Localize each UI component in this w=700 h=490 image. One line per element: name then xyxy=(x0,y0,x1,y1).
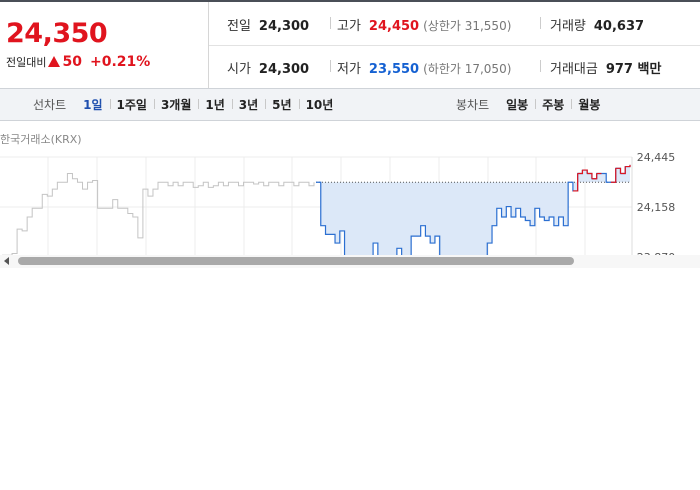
change-value: 50 xyxy=(62,54,82,70)
above-reference-segment xyxy=(620,166,626,175)
change-label: 전일대비 xyxy=(6,56,47,69)
tab-3year[interactable]: 3년 xyxy=(231,96,265,113)
line-chart-tabs: 선차트 1일 1주일 3개월 1년 3년 5년 10년 xyxy=(33,89,340,120)
top-border xyxy=(0,0,700,2)
prev-close: 전일 24,300 xyxy=(227,19,310,34)
up-triangle-icon xyxy=(48,56,61,67)
intraday-chart: 24,445 24,158 23,870 xyxy=(0,150,700,258)
above-reference-segment xyxy=(625,164,631,168)
tab-5year[interactable]: 5년 xyxy=(265,96,298,113)
candle-chart-title: 봉차트 xyxy=(456,98,490,112)
current-price: 24,350 xyxy=(6,18,108,49)
info-row-1: 전일 24,300 고가 24,450 (상한가 31,550) 거래량 40,637 xyxy=(209,2,700,46)
y-tick-label: 24,445 xyxy=(637,151,676,164)
tab-daily-candle[interactable]: 일봉 xyxy=(506,98,529,112)
above-reference-segment xyxy=(591,173,598,180)
info-row-2: 시가 24,300 저가 23,550 (하한가 17,050) 거래대금 977 백만 xyxy=(209,45,700,88)
above-reference-segment xyxy=(615,167,622,174)
current-day-area xyxy=(316,164,630,257)
tab-1week[interactable]: 1주일 xyxy=(109,96,154,113)
scrollbar-thumb[interactable] xyxy=(18,257,574,265)
tab-weekly-candle[interactable]: 주봉 xyxy=(535,96,571,113)
chart-scrollbar[interactable] xyxy=(0,255,700,268)
scroll-left-arrow-icon[interactable] xyxy=(4,257,9,265)
above-reference-segment xyxy=(587,172,593,179)
chart-tab-bar: 선차트 1일 1주일 3개월 1년 3년 5년 10년 봉차트 일봉 주봉 월봉 xyxy=(0,88,700,121)
open-price: 시가 24,300 xyxy=(227,62,310,77)
tab-3month[interactable]: 3개월 xyxy=(153,96,198,113)
high-price: 고가 24,450 (상한가 31,550) xyxy=(337,19,512,34)
price-summary: 24,350 전일대비 50 +0.21% xyxy=(0,2,209,88)
tab-10year[interactable]: 10년 xyxy=(298,96,341,113)
trade-amount: 거래대금 977 백만 xyxy=(550,62,662,77)
price-change: 전일대비 50 +0.21% xyxy=(6,54,150,70)
y-tick-label: 24,158 xyxy=(637,201,676,214)
y-tick-label: 23,870 xyxy=(637,251,676,258)
chart-svg: 24,445 24,158 23,870 xyxy=(0,151,676,258)
above-reference-segment xyxy=(610,168,617,183)
above-reference-segment xyxy=(582,169,588,174)
data-source: 한국거래소(KRX) xyxy=(0,133,82,146)
above-reference-segment xyxy=(572,173,579,192)
change-percent: +0.21% xyxy=(89,54,151,70)
previous-day-line xyxy=(2,173,315,256)
tab-1day[interactable]: 1일 xyxy=(83,98,103,112)
quote-info-table: 전일 24,300 고가 24,450 (상한가 31,550) 거래량 40,637 … xyxy=(209,2,700,88)
volume: 거래량 40,637 xyxy=(550,19,645,34)
tab-1year[interactable]: 1년 xyxy=(198,96,231,113)
low-price: 저가 23,550 (하한가 17,050) xyxy=(337,62,512,77)
divider xyxy=(540,17,541,29)
candle-chart-tabs: 봉차트 일봉 주봉 월봉 xyxy=(456,89,607,120)
tab-monthly-candle[interactable]: 월봉 xyxy=(571,96,607,113)
above-reference-segment xyxy=(577,170,584,175)
divider xyxy=(540,60,541,72)
line-chart-title: 선차트 xyxy=(33,98,67,112)
divider xyxy=(330,17,331,29)
divider xyxy=(330,60,331,72)
